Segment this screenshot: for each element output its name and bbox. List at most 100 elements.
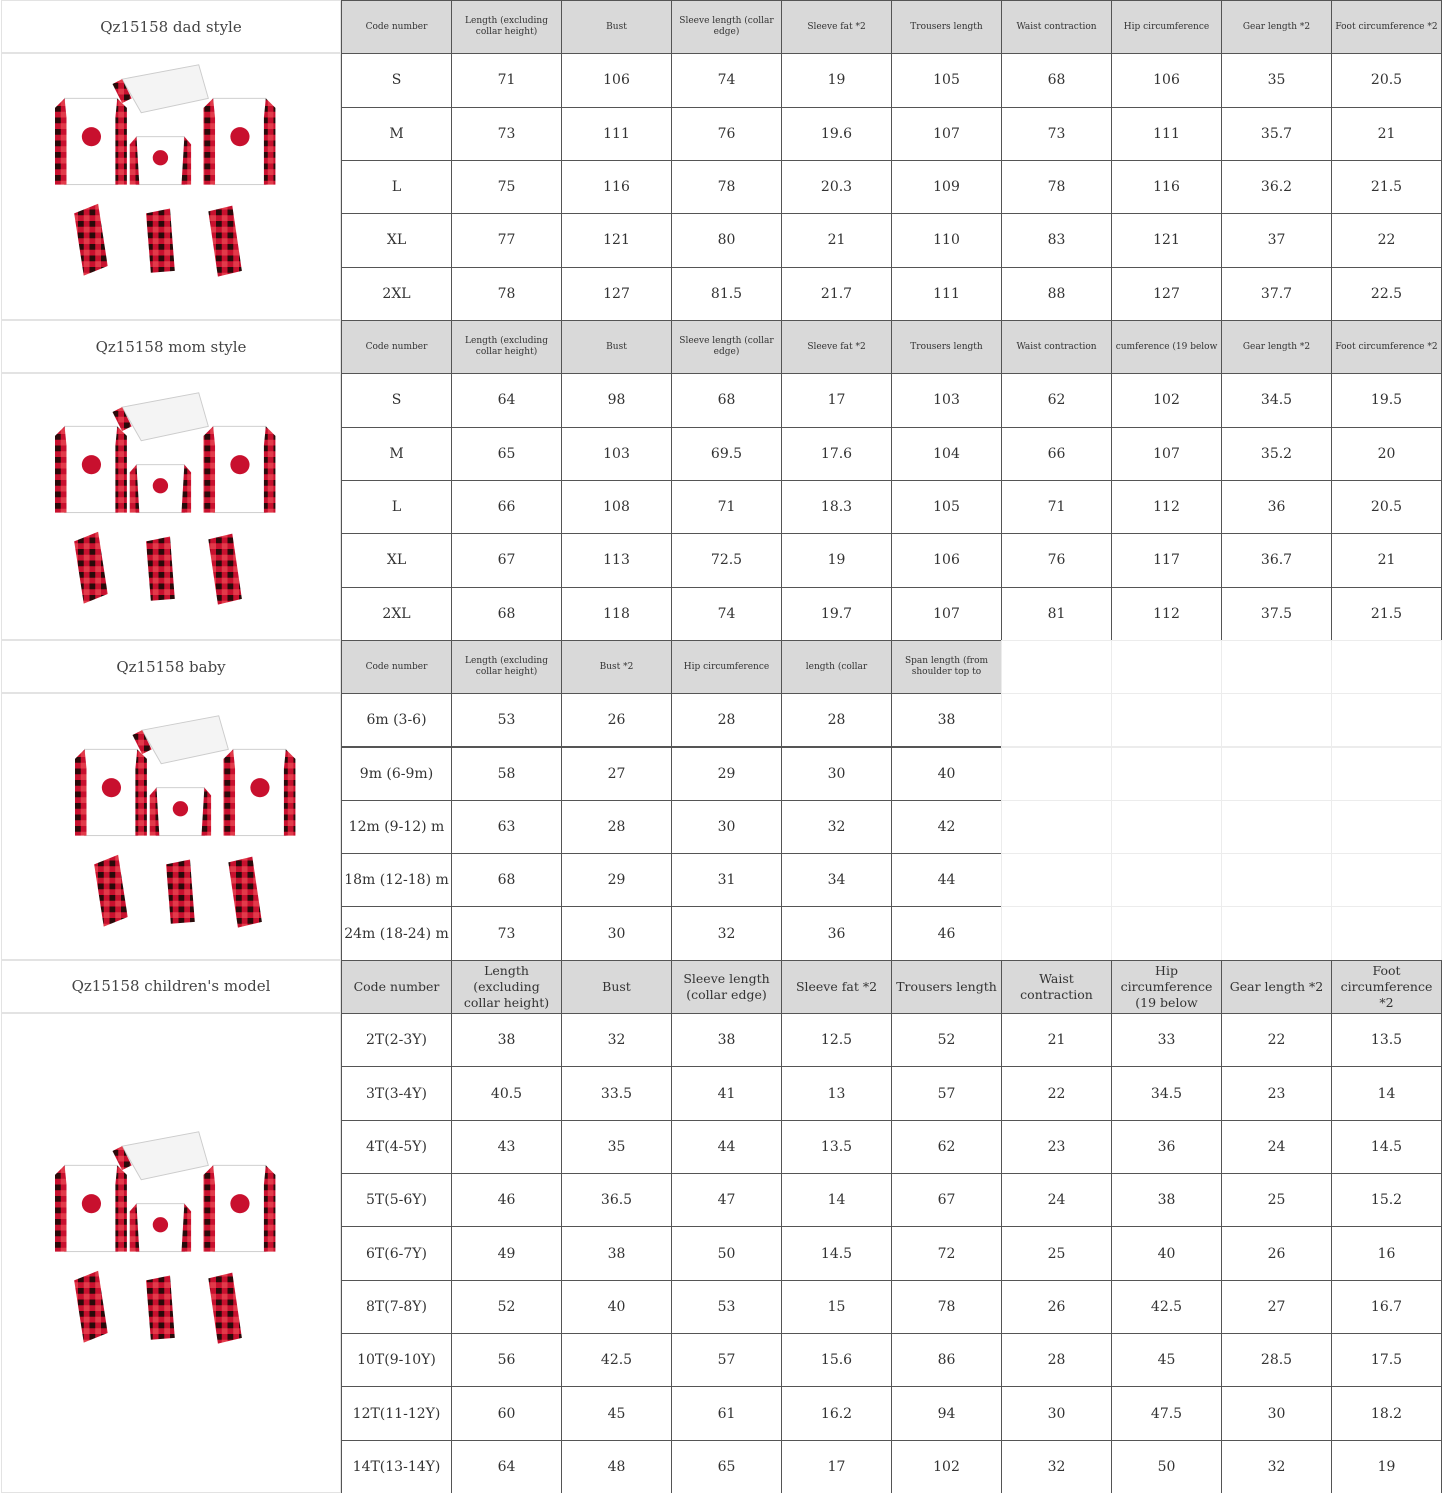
measurement: 37 <box>1221 213 1332 268</box>
measurement: 78 <box>891 1279 1002 1335</box>
column-header: Gear length *2 <box>1221 319 1332 375</box>
size-code: 18m (12-18) m <box>341 853 452 908</box>
measurement: 24 <box>1001 1173 1112 1228</box>
column-header: Code number <box>341 639 452 695</box>
measurement: 35 <box>1221 53 1332 108</box>
measurement: 22 <box>1221 1013 1332 1068</box>
measurement: 78 <box>671 159 782 215</box>
empty-cell <box>1221 799 1332 855</box>
column-header: Length (excluding collar height) <box>451 959 562 1015</box>
measurement: 107 <box>891 586 1002 641</box>
size-code: 4T(4-5Y) <box>341 1119 452 1175</box>
measurement: 24 <box>1221 1119 1332 1175</box>
measurement: 21 <box>1001 1013 1112 1068</box>
column-header: Sleeve length (collar edge) <box>671 319 782 375</box>
size-code: M <box>341 106 452 161</box>
measurement: 20.3 <box>781 159 892 215</box>
measurement: 109 <box>891 159 1002 215</box>
column-header: Trousers length <box>891 959 1002 1015</box>
image-cell <box>1 1013 341 1493</box>
column-header: Sleeve length (collar edge) <box>671 959 782 1015</box>
measurement: 28.5 <box>1221 1333 1332 1388</box>
column-header: Waist contraction <box>1001 319 1112 375</box>
empty-cell <box>1111 853 1222 908</box>
measurement: 38 <box>891 693 1002 748</box>
measurement: 105 <box>891 479 1002 535</box>
column-header: Bust <box>561 0 672 55</box>
measurement: 29 <box>561 853 672 908</box>
measurement: 19 <box>781 533 892 588</box>
measurement: 36.7 <box>1221 533 1332 588</box>
size-code: XL <box>341 533 452 588</box>
product-image <box>75 706 305 946</box>
size-code: 10T(9-10Y) <box>341 1333 452 1388</box>
measurement: 106 <box>1111 53 1222 108</box>
measurement: 21 <box>1331 533 1442 588</box>
empty-cell <box>1331 906 1442 961</box>
column-header: Hip circumference (19 below <box>1111 959 1222 1015</box>
measurement: 76 <box>1001 533 1112 588</box>
product-image <box>55 55 285 295</box>
measurement: 34.5 <box>1221 373 1332 428</box>
measurement: 65 <box>451 426 562 481</box>
size-code: M <box>341 426 452 481</box>
column-header: Trousers length <box>891 0 1002 55</box>
measurement: 81 <box>1001 586 1112 641</box>
measurement: 23 <box>1221 1066 1332 1121</box>
measurement: 104 <box>891 426 1002 481</box>
column-header: cumference (19 below <box>1111 319 1222 375</box>
measurement: 26 <box>1001 1279 1112 1335</box>
measurement: 68 <box>671 373 782 428</box>
size-code: 3T(3-4Y) <box>341 1066 452 1121</box>
column-header: Hip circumference <box>1111 0 1222 55</box>
size-code: 2XL <box>341 586 452 641</box>
measurement: 72.5 <box>671 533 782 588</box>
measurement: 68 <box>451 586 562 641</box>
measurement: 86 <box>891 1333 1002 1388</box>
measurement: 113 <box>561 533 672 588</box>
measurement: 21 <box>1331 106 1442 161</box>
measurement: 14.5 <box>781 1226 892 1281</box>
measurement: 34.5 <box>1111 1066 1222 1121</box>
column-header: Sleeve fat *2 <box>781 959 892 1015</box>
measurement: 56 <box>451 1333 562 1388</box>
measurement: 50 <box>1111 1439 1222 1493</box>
measurement: 40 <box>891 746 1002 801</box>
measurement: 52 <box>451 1279 562 1335</box>
size-code: 12m (9-12) m <box>341 799 452 855</box>
measurement: 46 <box>891 906 1002 961</box>
measurement: 18.3 <box>781 479 892 535</box>
measurement: 78 <box>451 266 562 321</box>
empty-cell <box>1111 746 1222 801</box>
measurement: 94 <box>891 1386 1002 1441</box>
size-code: S <box>341 53 452 108</box>
empty-cell <box>1221 853 1332 908</box>
measurement: 16.2 <box>781 1386 892 1441</box>
measurement: 71 <box>451 53 562 108</box>
measurement: 76 <box>671 106 782 161</box>
measurement: 12.5 <box>781 1013 892 1068</box>
column-header: Foot circumference *2 <box>1331 959 1442 1015</box>
measurement: 106 <box>561 53 672 108</box>
empty-cell <box>1111 799 1222 855</box>
measurement: 64 <box>451 373 562 428</box>
measurement: 108 <box>561 479 672 535</box>
measurement: 43 <box>451 1119 562 1175</box>
size-code: S <box>341 373 452 428</box>
empty-cell <box>1111 639 1222 695</box>
measurement: 98 <box>561 373 672 428</box>
empty-cell <box>1001 799 1112 855</box>
image-cell <box>1 373 341 640</box>
measurement: 15 <box>781 1279 892 1335</box>
measurement: 28 <box>671 693 782 748</box>
measurement: 106 <box>891 533 1002 588</box>
measurement: 77 <box>451 213 562 268</box>
measurement: 19.6 <box>781 106 892 161</box>
column-header: Bust *2 <box>561 639 672 695</box>
empty-cell <box>1331 693 1442 748</box>
measurement: 13.5 <box>1331 1013 1442 1068</box>
measurement: 21.5 <box>1331 586 1442 641</box>
measurement: 38 <box>451 1013 562 1068</box>
empty-cell <box>1221 746 1332 801</box>
size-code: 2T(2-3Y) <box>341 1013 452 1068</box>
